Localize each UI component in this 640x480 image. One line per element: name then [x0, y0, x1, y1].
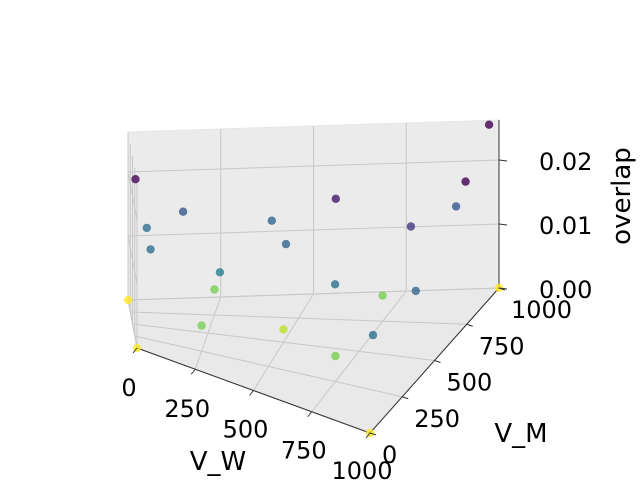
z-axis-label: overlap: [607, 147, 637, 245]
scatter-points: [123, 120, 504, 438]
x-tick-label: 1000: [331, 457, 392, 480]
scatter-point: [215, 268, 225, 277]
scatter-point: [451, 202, 461, 211]
y-tick-label: 1000: [511, 296, 572, 324]
z-tick-label: 0.00: [539, 276, 592, 304]
y-tick-label: 750: [479, 332, 525, 360]
y-tick-mark: [369, 432, 377, 436]
y-tick-label: 250: [414, 405, 460, 433]
y-tick-label: 0: [382, 441, 397, 469]
grid-line: [127, 223, 500, 237]
grid-line: [130, 311, 467, 325]
scatter-point: [210, 285, 219, 294]
z-tick-mark: [498, 223, 508, 226]
x-tick-label: 750: [281, 436, 327, 464]
scatter-point: [411, 286, 420, 296]
grid-line: [127, 287, 500, 301]
grid-line: [127, 299, 138, 349]
z-tick-label: 0.02: [539, 148, 592, 176]
scatter-point: [142, 223, 151, 233]
x-tick-label: 0: [121, 374, 136, 402]
scatter-point: [331, 194, 340, 203]
z-tick-label: 0.01: [539, 212, 592, 240]
grid-line: [127, 159, 500, 173]
y-tick-label: 500: [447, 369, 493, 397]
scatter-point: [131, 175, 140, 184]
x-tick-mark: [365, 432, 371, 439]
scatter-point: [146, 245, 155, 254]
y-axis-label: V_M: [494, 419, 547, 449]
scatter-point: [281, 239, 291, 249]
scatter-point: [484, 120, 494, 129]
scatter-point: [123, 295, 133, 305]
y-tick-mark: [434, 360, 441, 363]
x-tick-mark: [190, 368, 196, 375]
z-tick-mark: [498, 287, 508, 290]
y-tick-mark: [466, 323, 473, 327]
scatter-point: [178, 207, 188, 216]
x-tick-mark: [249, 390, 254, 396]
z-tick-mark: [498, 159, 508, 162]
x-tick-label: 250: [164, 395, 210, 423]
y-tick-mark: [402, 396, 409, 400]
scatter-point: [378, 291, 387, 300]
scatter-point: [331, 351, 340, 361]
scatter-point: [267, 216, 276, 225]
scatter-point: [197, 321, 206, 330]
scatter-point: [368, 330, 378, 340]
scatter-point: [330, 280, 340, 289]
axes-grid: [127, 120, 500, 434]
grid-line: [127, 171, 138, 221]
x-tick-mark: [132, 347, 138, 354]
grid-line: [134, 335, 403, 398]
scatter-point: [279, 325, 288, 334]
x-tick-label: 500: [223, 416, 269, 444]
x-tick-mark: [307, 411, 313, 418]
scatter-point: [461, 177, 470, 186]
grid-line: [127, 235, 138, 285]
scatter-point: [406, 222, 416, 231]
grid-line: [132, 323, 435, 361]
x-axis-label: V_W: [190, 447, 247, 477]
